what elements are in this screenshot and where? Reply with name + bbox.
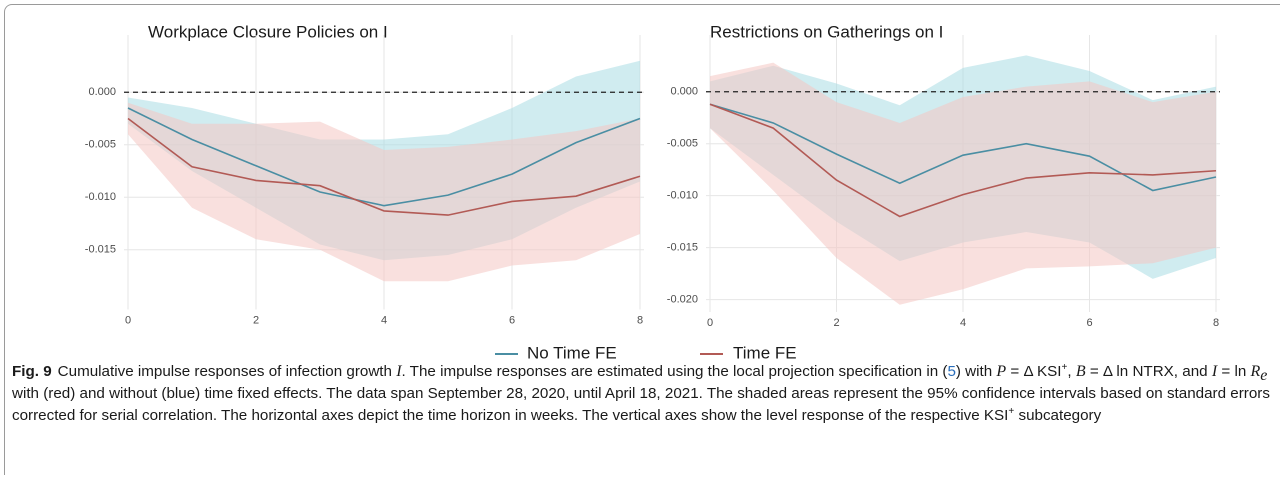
y-tick-label: -0.005 (85, 139, 116, 151)
caption-math: B (1075, 363, 1086, 380)
caption-text: . The impulse responses are estimated us… (401, 363, 948, 380)
x-tick-label: 8 (637, 314, 643, 326)
caption-sup: + (1008, 405, 1015, 417)
x-tick-label: 8 (1213, 317, 1219, 329)
y-tick-label: 0.000 (88, 86, 116, 98)
caption-math: I (396, 363, 402, 380)
x-tick-label: 2 (253, 314, 259, 326)
x-tick-label: 2 (833, 317, 839, 329)
legend-label: No Time FE (527, 343, 617, 362)
confidence-band (128, 102, 640, 282)
caption-text: with (red) and without (blue) time fixed… (12, 385, 1270, 424)
confidence-band (710, 62, 1216, 305)
x-tick-label: 4 (381, 314, 387, 326)
caption-text: = Δ KSI (1006, 363, 1062, 380)
caption-math: R (1250, 363, 1261, 380)
chart-title: Workplace Closure Policies on I (148, 22, 388, 41)
caption-label: Fig. 9 (12, 363, 52, 380)
y-tick-label: -0.020 (667, 294, 698, 306)
caption-sub: e (1260, 367, 1268, 385)
x-tick-label: 6 (509, 314, 515, 326)
series-line (709, 103, 1217, 218)
y-tick-label: -0.015 (85, 244, 116, 256)
y-tick-label: 0.000 (670, 86, 698, 98)
y-tick-label: -0.015 (667, 242, 698, 254)
caption-ref[interactable]: 5 (947, 363, 956, 380)
x-tick-label: 4 (960, 317, 966, 329)
caption-text: , (1067, 363, 1076, 380)
series-line (127, 117, 641, 216)
x-tick-label: 0 (125, 314, 131, 326)
caption-text: Cumulative impulse responses of infectio… (57, 363, 397, 380)
caption-text: subcategory (1014, 407, 1102, 424)
y-tick-label: -0.005 (667, 138, 698, 150)
series-line (709, 103, 1217, 192)
chart: No Time FE Time FE Workplace Closure Pol… (85, 22, 1220, 362)
y-tick-label: -0.010 (667, 190, 698, 202)
caption-math: P (996, 363, 1007, 380)
legend-label: Time FE (733, 343, 797, 362)
caption-text: = ln (1217, 363, 1251, 380)
caption-math: I (1211, 363, 1218, 380)
chart-title: Restrictions on Gatherings on I (710, 22, 943, 41)
y-tick-label: -0.010 (85, 191, 116, 203)
x-tick-label: 0 (707, 317, 713, 329)
caption-sup: + (1061, 361, 1068, 373)
caption-text: ) with (955, 363, 997, 380)
x-tick-label: 6 (1086, 317, 1092, 329)
figure-frame (4, 4, 1280, 475)
series-line (127, 107, 641, 207)
caption: Fig. 9 Cumulative impulse responses of in… (12, 361, 1274, 427)
caption-text: = Δ ln NTRX, and (1085, 363, 1212, 380)
